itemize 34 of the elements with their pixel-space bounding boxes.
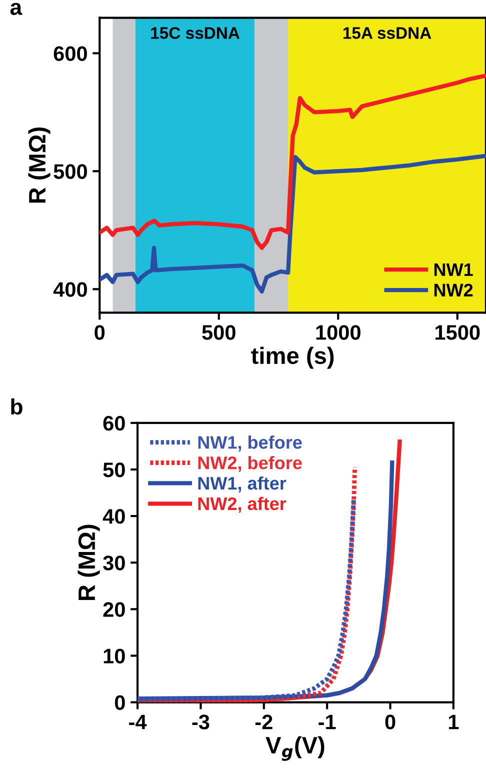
legend-label: NW2, after: [198, 496, 286, 513]
y-tick-label: 600: [54, 46, 87, 61]
y-axis-title: R (MΩ): [28, 127, 50, 203]
x-tick-label: 1000: [316, 325, 360, 340]
band-label: 15A ssDNA: [343, 27, 432, 39]
y-tick-label: 500: [54, 164, 87, 179]
x-tick-label: -1: [318, 714, 336, 730]
x-tick-label: 1500: [436, 325, 480, 340]
legend-label: NW1, before: [198, 436, 302, 452]
y-tick-label: 60: [103, 416, 125, 431]
y-tick-label: 10: [104, 648, 125, 664]
y-tick-label: 30: [103, 556, 125, 570]
chart-title: a: [10, 2, 22, 16]
y-tick-label: 400: [53, 282, 87, 297]
x-tick-label: -4: [129, 714, 147, 730]
x-tick-label: -3: [192, 714, 210, 730]
legend-label: NW1: [434, 263, 473, 276]
legend-label: NW2: [434, 284, 473, 296]
x-tick-label: 500: [202, 325, 236, 340]
x-axis-title: time (s): [251, 346, 334, 369]
y-tick-label: 0: [114, 695, 125, 710]
x-axis-title: V$_{g}$(V): [266, 736, 324, 761]
legend-label: NW2, before: [198, 456, 302, 472]
chart-title: b: [11, 398, 22, 415]
y-tick-label: 20: [103, 602, 125, 617]
legend-label: NW1, after: [198, 476, 286, 492]
x-tick-label: -2: [255, 714, 272, 730]
x-tick-label: 0: [385, 714, 396, 730]
y-tick-label: 40: [102, 509, 125, 524]
x-tick-label: 1: [448, 714, 459, 730]
y-axis-title: R (MΩ): [78, 524, 100, 600]
band-label: 15C ssDNA: [151, 27, 240, 39]
y-tick-label: 50: [103, 462, 125, 478]
line-series: [100, 74, 486, 250]
